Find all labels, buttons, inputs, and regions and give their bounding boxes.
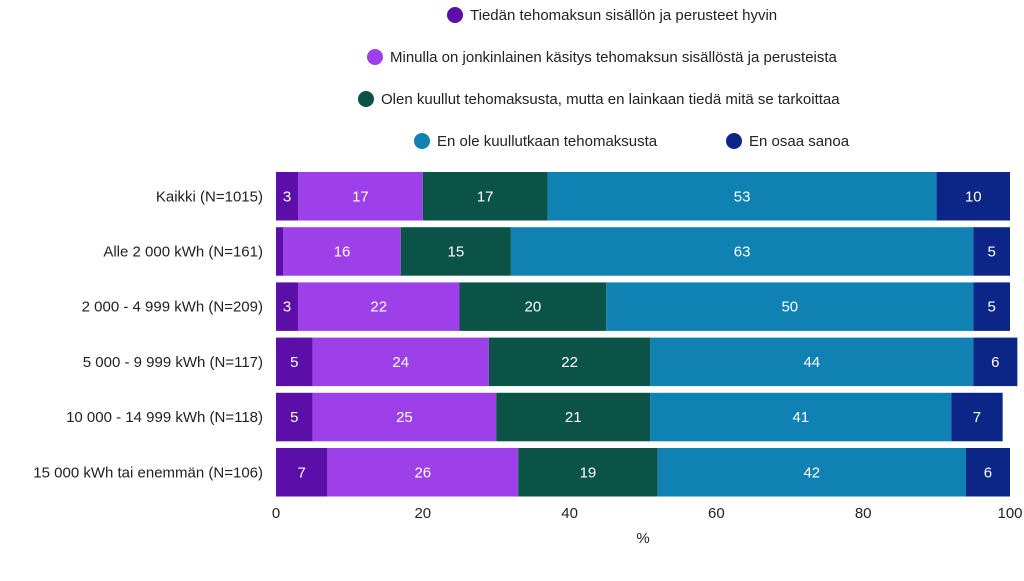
bar-segment bbox=[276, 172, 299, 221]
bar-segment bbox=[327, 448, 519, 497]
data-label: 19 bbox=[580, 464, 597, 481]
data-label: 7 bbox=[298, 464, 306, 481]
data-label: 63 bbox=[734, 243, 751, 260]
bar-segment bbox=[400, 227, 511, 276]
legend-item: Tiedän tehomaksun sisällön ja perusteet … bbox=[447, 7, 777, 24]
legend-item: En ole kuullutkaan tehomaksusta bbox=[414, 133, 658, 150]
bar-segment bbox=[606, 282, 974, 331]
category-label: 10 000 - 14 999 kWh (N=118) bbox=[66, 409, 263, 426]
data-label: 10 bbox=[965, 188, 982, 205]
bar-segment bbox=[276, 227, 284, 276]
data-label: 21 bbox=[565, 409, 582, 426]
bar-segment bbox=[496, 392, 651, 442]
data-label: 17 bbox=[477, 188, 494, 205]
data-label: 25 bbox=[396, 409, 413, 426]
legend-item: Minulla on jonkinlainen käsitys tehomaks… bbox=[367, 49, 838, 66]
x-tick-label: 100 bbox=[997, 505, 1022, 522]
bar-segment bbox=[312, 337, 489, 387]
data-label: 7 bbox=[973, 409, 981, 426]
bar-segment bbox=[488, 337, 651, 387]
data-label: 5 bbox=[987, 299, 995, 316]
bar-segment bbox=[510, 227, 974, 276]
x-tick-label: 0 bbox=[272, 505, 280, 522]
bar-segment bbox=[518, 448, 658, 497]
bar-segment bbox=[650, 392, 952, 442]
x-tick-label: 40 bbox=[561, 505, 578, 522]
data-label: 3 bbox=[283, 188, 291, 205]
legend-swatch bbox=[447, 7, 463, 23]
bar-segment bbox=[422, 172, 548, 221]
legend: Tiedän tehomaksun sisällön ja perusteet … bbox=[358, 7, 850, 150]
data-label: 6 bbox=[991, 354, 999, 371]
data-label: 15 bbox=[447, 243, 464, 260]
bar-segment bbox=[657, 448, 966, 497]
data-label: 50 bbox=[781, 299, 798, 316]
legend-label: Olen kuullut tehomaksusta, mutta en lain… bbox=[381, 91, 840, 108]
bar-segment bbox=[459, 282, 607, 331]
x-axis: 0 20 40 60 80 100 bbox=[272, 505, 1023, 522]
bar-segment bbox=[312, 392, 497, 442]
x-axis-title: % bbox=[636, 530, 649, 547]
bar-segment bbox=[298, 282, 460, 331]
bar-segment bbox=[276, 448, 328, 497]
category-label: Kaikki (N=1015) bbox=[156, 188, 263, 205]
bar-segment bbox=[283, 227, 401, 276]
bar-segment bbox=[973, 227, 1010, 276]
bar-segment bbox=[973, 282, 1010, 331]
data-label: 3 bbox=[283, 299, 291, 316]
bar-segment bbox=[951, 392, 1003, 442]
data-label: 24 bbox=[392, 354, 409, 371]
bar-segment bbox=[276, 392, 313, 442]
data-label: 17 bbox=[352, 188, 369, 205]
legend-label: Tiedän tehomaksun sisällön ja perusteet … bbox=[470, 7, 777, 24]
legend-label: Minulla on jonkinlainen käsitys tehomaks… bbox=[390, 49, 838, 66]
legend-swatch bbox=[726, 133, 742, 149]
data-label: 5 bbox=[290, 354, 298, 371]
category-label: 2 000 - 4 999 kWh (N=209) bbox=[82, 299, 263, 316]
data-label: 22 bbox=[561, 354, 578, 371]
x-tick-label: 20 bbox=[414, 505, 431, 522]
bar-segment bbox=[936, 172, 1010, 221]
legend-label: En osaa sanoa bbox=[749, 133, 850, 150]
data-label: 41 bbox=[792, 409, 809, 426]
legend-swatch bbox=[414, 133, 430, 149]
data-label: 16 bbox=[334, 243, 351, 260]
legend-swatch bbox=[358, 91, 374, 107]
category-labels: Kaikki (N=1015) Alle 2 000 kWh (N=161) 2 0… bbox=[33, 188, 263, 481]
legend-item: En osaa sanoa bbox=[726, 133, 850, 150]
data-label: 53 bbox=[734, 188, 751, 205]
category-label: 15 000 kWh tai enemmän (N=106) bbox=[33, 464, 263, 481]
x-tick-label: 80 bbox=[855, 505, 872, 522]
data-label: 44 bbox=[803, 354, 820, 371]
x-tick-label: 60 bbox=[708, 505, 725, 522]
bar-segment bbox=[965, 448, 1010, 497]
bar-segment bbox=[973, 337, 1018, 387]
data-label: 5 bbox=[290, 409, 298, 426]
legend-swatch bbox=[367, 49, 383, 65]
data-label: 42 bbox=[803, 464, 820, 481]
legend-item: Olen kuullut tehomaksusta, mutta en lain… bbox=[358, 91, 840, 108]
category-label: 5 000 - 9 999 kWh (N=117) bbox=[83, 354, 263, 371]
bar-segment bbox=[298, 172, 423, 221]
legend-label: En ole kuullutkaan tehomaksusta bbox=[437, 133, 658, 150]
bar-segment bbox=[547, 172, 937, 221]
data-label: 6 bbox=[984, 464, 992, 481]
data-label: 5 bbox=[987, 243, 995, 260]
data-label: 20 bbox=[525, 299, 542, 316]
category-label: Alle 2 000 kWh (N=161) bbox=[103, 243, 263, 260]
data-label: 22 bbox=[370, 299, 387, 316]
bar-segment bbox=[650, 337, 974, 387]
data-label: 26 bbox=[414, 464, 431, 481]
bar-segment bbox=[276, 337, 313, 387]
bar-segment bbox=[276, 282, 299, 331]
